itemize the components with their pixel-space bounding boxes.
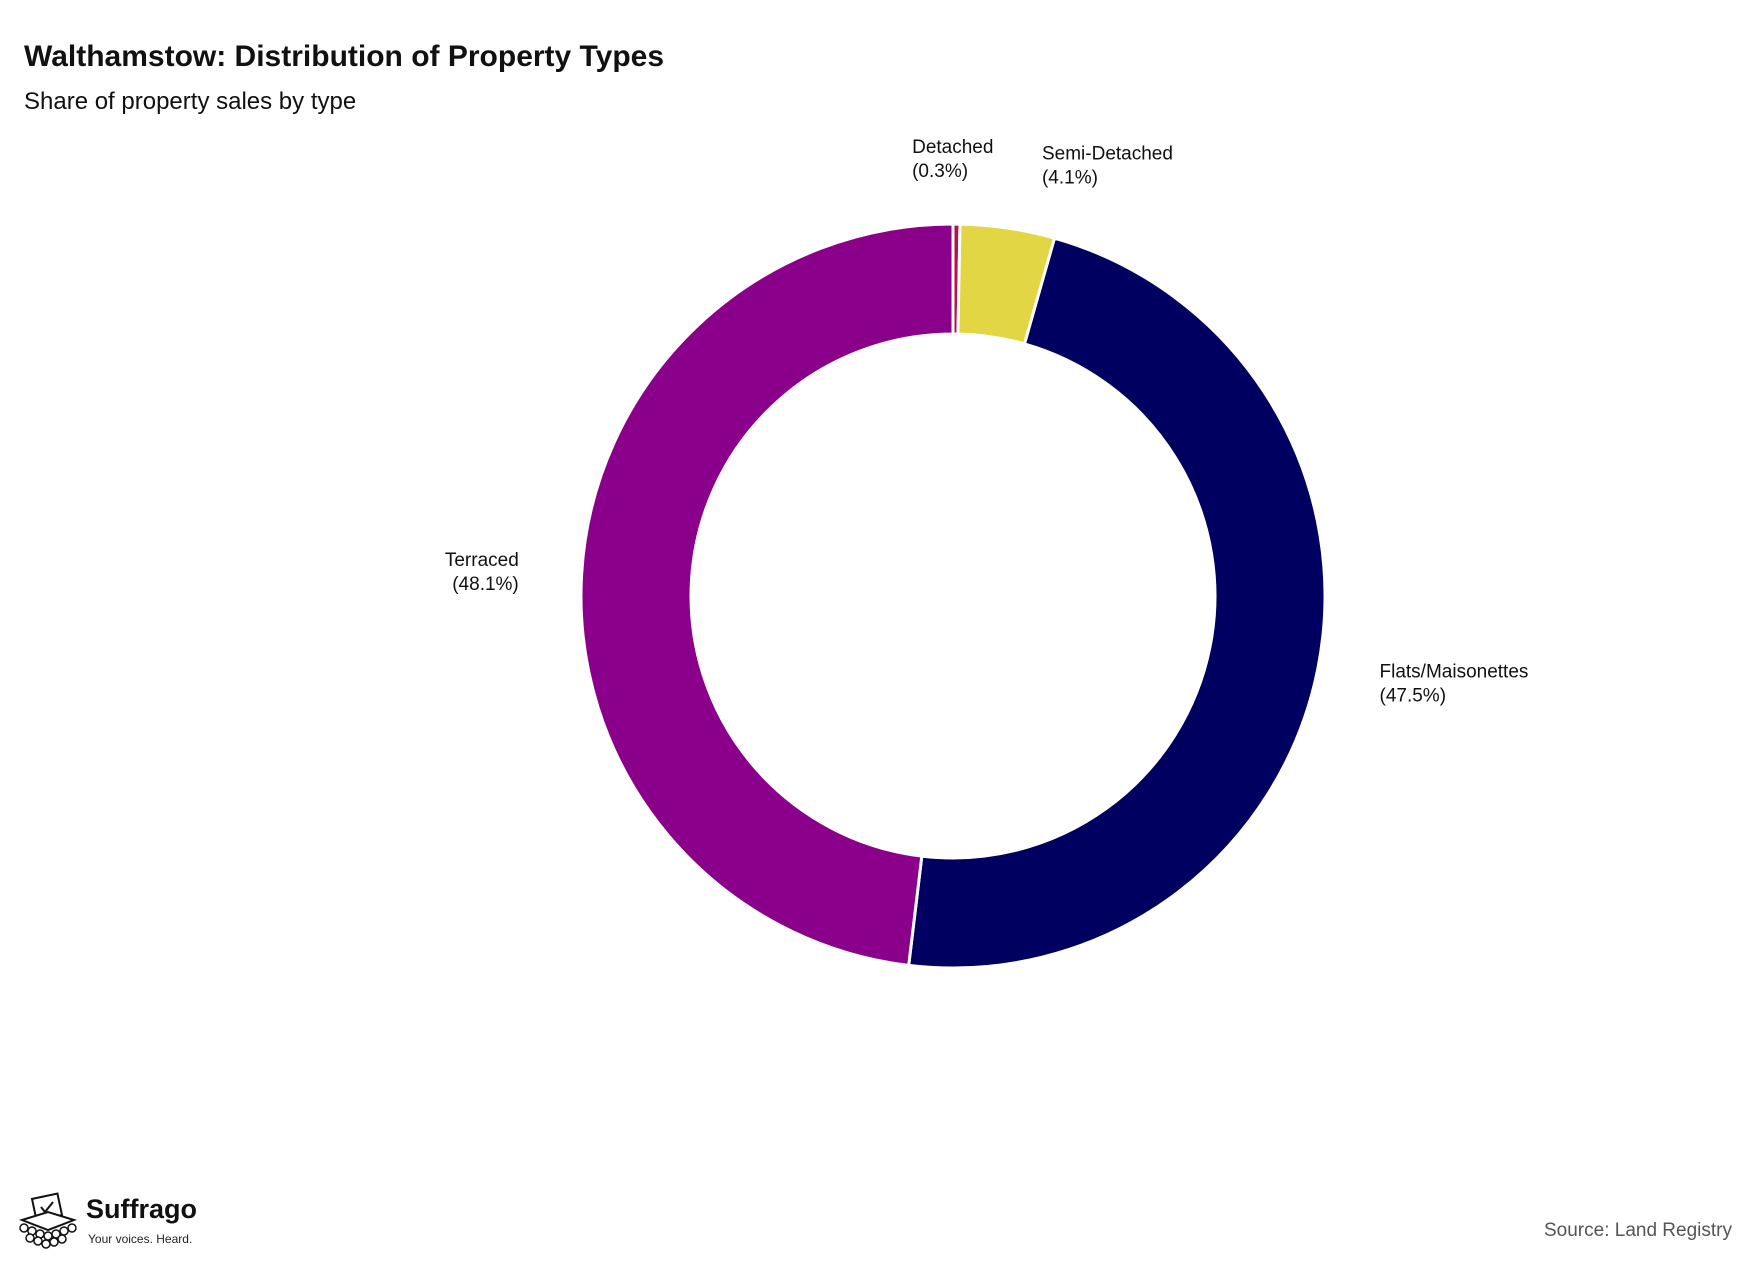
slice-flats-maisonettes <box>907 236 1327 970</box>
ballot-box-icon <box>18 1192 78 1249</box>
chart-subtitle: Share of property sales by type <box>24 88 357 115</box>
donut-slices <box>579 222 1327 970</box>
logo-name: Suffrago <box>86 1194 197 1224</box>
slice-terraced <box>579 222 955 968</box>
chart-title: Walthamstow: Distribution of Property Ty… <box>24 40 665 73</box>
label-terraced: Terraced (48.1%) <box>445 550 519 595</box>
logo-tagline: Your voices. Heard. <box>88 1232 193 1246</box>
label-semi-detached: Semi-Detached (4.1%) <box>1042 144 1173 189</box>
suffrago-logo: Suffrago Your voices. Heard. <box>14 1190 204 1250</box>
label-detached: Detached (0.3%) <box>912 137 993 182</box>
source-note: Source: Land Registry <box>1544 1220 1732 1241</box>
slice-labels: Detached (0.3%) Semi-Detached (4.1%) Flats/M… <box>445 137 1529 707</box>
label-flats-maisonettes: Flats/Maisonettes (47.5%) <box>1380 662 1529 707</box>
